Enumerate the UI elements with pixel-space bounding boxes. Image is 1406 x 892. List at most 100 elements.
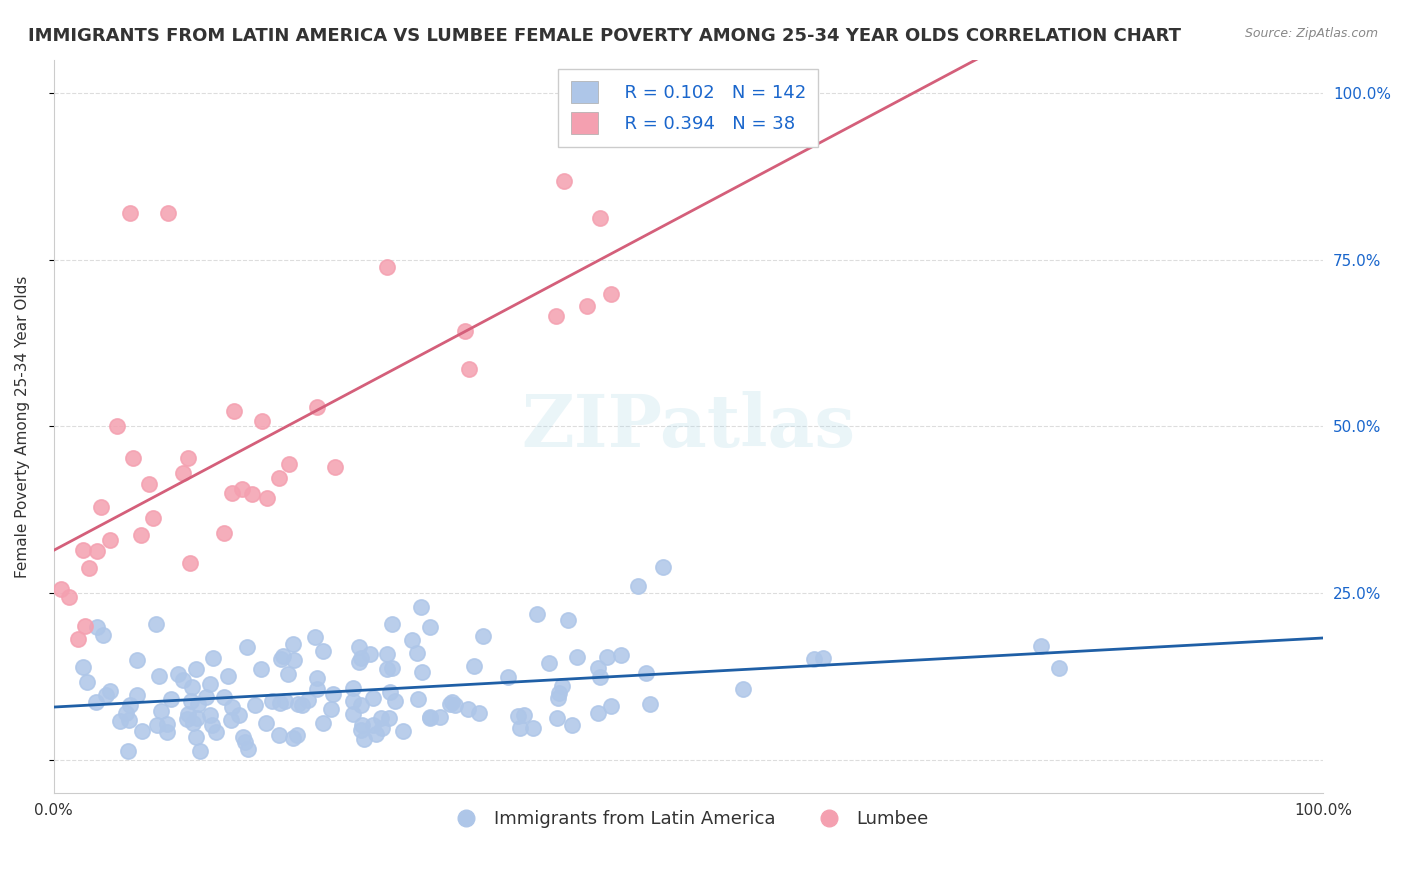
- Point: [375, 260, 398, 274]
- Point: [110, 714, 132, 729]
- Point: [1047, 661, 1070, 675]
- Point: [371, 721, 394, 735]
- Point: [177, 707, 200, 722]
- Point: [375, 647, 398, 661]
- Point: [86, 543, 108, 558]
- Point: [167, 667, 190, 681]
- Point: [419, 710, 441, 724]
- Point: [307, 681, 329, 696]
- Point: [58, 591, 80, 605]
- Point: [312, 644, 335, 658]
- Point: [353, 732, 375, 747]
- Point: [522, 722, 544, 736]
- Point: [409, 599, 432, 614]
- Legend: Immigrants from Latin America, Lumbee: Immigrants from Latin America, Lumbee: [441, 803, 936, 836]
- Point: [180, 694, 202, 708]
- Point: [733, 681, 755, 696]
- Point: [129, 528, 152, 542]
- Point: [347, 640, 370, 654]
- Point: [76, 675, 98, 690]
- Point: [201, 718, 224, 732]
- Point: [221, 700, 243, 714]
- Point: [149, 704, 172, 718]
- Point: [384, 694, 406, 708]
- Point: [75, 618, 97, 632]
- Point: [596, 650, 619, 665]
- Point: [375, 662, 398, 676]
- Point: [377, 711, 399, 725]
- Point: [118, 206, 141, 220]
- Text: Source: ZipAtlas.com: Source: ZipAtlas.com: [1244, 27, 1378, 40]
- Point: [177, 450, 200, 465]
- Point: [359, 648, 381, 662]
- Point: [381, 617, 404, 632]
- Point: [565, 650, 588, 665]
- Point: [588, 660, 610, 674]
- Point: [589, 669, 612, 683]
- Point: [322, 687, 344, 701]
- Point: [212, 690, 235, 705]
- Point: [202, 651, 225, 665]
- Point: [411, 665, 433, 680]
- Point: [188, 744, 211, 758]
- Point: [240, 487, 263, 501]
- Point: [588, 706, 610, 721]
- Text: ZIPatlas: ZIPatlas: [522, 391, 855, 462]
- Point: [361, 718, 384, 732]
- Point: [406, 647, 429, 661]
- Point: [364, 727, 387, 741]
- Point: [610, 648, 633, 663]
- Point: [156, 206, 179, 220]
- Point: [627, 579, 650, 593]
- Point: [401, 632, 423, 647]
- Point: [172, 673, 194, 688]
- Point: [551, 679, 574, 693]
- Point: [219, 714, 242, 728]
- Point: [463, 658, 485, 673]
- Point: [243, 698, 266, 713]
- Point: [142, 511, 165, 525]
- Point: [232, 731, 254, 745]
- Point: [537, 657, 560, 671]
- Point: [115, 706, 138, 721]
- Point: [156, 716, 179, 731]
- Point: [231, 482, 253, 496]
- Point: [419, 711, 441, 725]
- Point: [509, 721, 531, 735]
- Point: [342, 681, 364, 695]
- Point: [304, 630, 326, 644]
- Point: [429, 710, 451, 724]
- Point: [347, 655, 370, 669]
- Point: [297, 693, 319, 707]
- Point: [90, 500, 112, 515]
- Point: [307, 400, 329, 414]
- Point: [506, 709, 529, 723]
- Point: [287, 697, 309, 711]
- Point: [184, 662, 207, 676]
- Point: [457, 702, 479, 716]
- Point: [250, 414, 273, 428]
- Point: [600, 286, 623, 301]
- Point: [79, 561, 101, 575]
- Point: [267, 728, 290, 742]
- Point: [233, 735, 256, 749]
- Point: [277, 457, 299, 471]
- Point: [118, 713, 141, 727]
- Point: [72, 659, 94, 673]
- Point: [181, 681, 204, 695]
- Point: [323, 460, 346, 475]
- Point: [546, 711, 568, 725]
- Text: IMMIGRANTS FROM LATIN AMERICA VS LUMBEE FEMALE POVERTY AMONG 25-34 YEAR OLDS COR: IMMIGRANTS FROM LATIN AMERICA VS LUMBEE …: [28, 27, 1181, 45]
- Point: [172, 466, 194, 480]
- Point: [117, 744, 139, 758]
- Point: [271, 648, 294, 663]
- Point: [159, 692, 181, 706]
- Point: [283, 653, 305, 667]
- Point: [148, 669, 170, 683]
- Point: [285, 728, 308, 742]
- Point: [634, 666, 657, 681]
- Point: [120, 698, 142, 713]
- Point: [146, 717, 169, 731]
- Point: [526, 607, 548, 622]
- Point: [561, 718, 583, 732]
